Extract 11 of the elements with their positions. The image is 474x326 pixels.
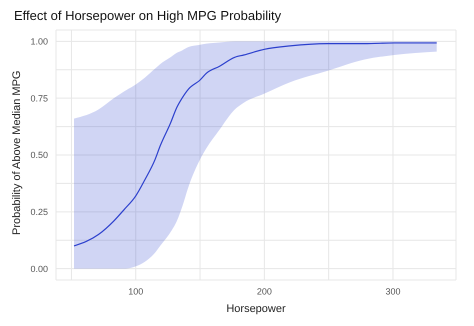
y-tick-label: 0.75 (30, 93, 48, 104)
y-tick-label: 1.00 (30, 36, 48, 47)
x-tick-label: 100 (128, 286, 144, 296)
y-axis-title: Probability of Above Median MPG (10, 70, 23, 235)
x-tick-label: 200 (256, 286, 272, 296)
y-tick-label: 0.00 (30, 264, 48, 274)
y-tick-label: 0.25 (30, 207, 48, 218)
chart-title: Effect of Horsepower on High MPG Probability (13, 8, 282, 25)
y-tick-label: 0.50 (30, 150, 48, 160)
x-axis-title: Horsepower (226, 303, 286, 315)
x-tick-label: 300 (385, 286, 400, 296)
